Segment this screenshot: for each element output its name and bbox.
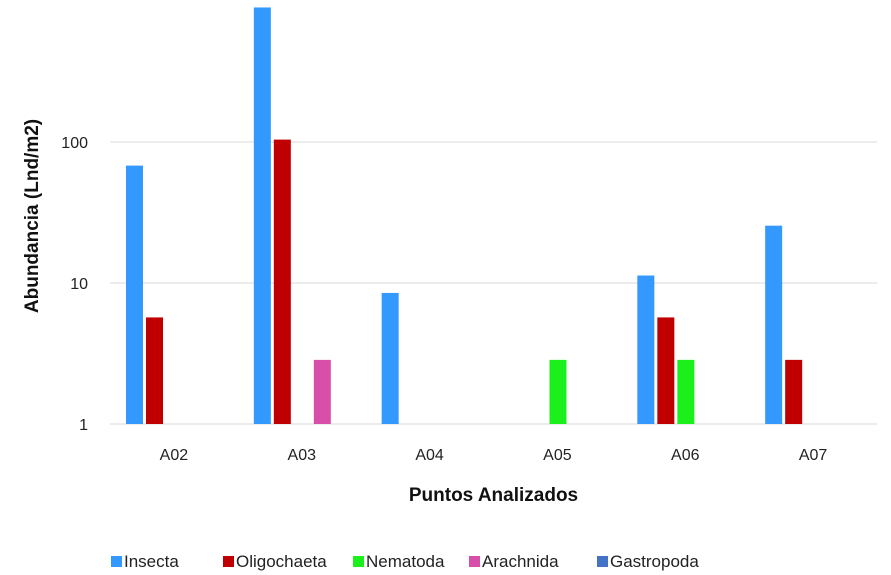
gridlines — [110, 141, 877, 425]
legend: Insecta Oligochaeta Nematoda Arachnida Gastr… — [111, 552, 699, 571]
bar-insecta-a04 — [381, 292, 399, 424]
bar-insecta-a07 — [765, 225, 783, 424]
legend-label-arachnida: Arachnida — [482, 552, 559, 571]
y-tick-label: 1 — [79, 417, 88, 434]
legend-label-insecta: Insecta — [124, 552, 179, 571]
legend-swatch-arachnida — [469, 556, 480, 567]
bar-nematoda-a05 — [549, 359, 567, 424]
bar-nematoda-a06 — [677, 359, 695, 424]
legend-label-oligochaeta: Oligochaeta — [236, 552, 327, 571]
bar-insecta-a02 — [126, 165, 143, 424]
legend-swatch-insecta — [111, 556, 122, 567]
legend-label-nematoda: Nematoda — [366, 552, 445, 571]
legend-swatch-gastropoda — [597, 556, 608, 567]
bars — [126, 7, 803, 424]
x-tick-label: A04 — [415, 447, 444, 464]
bar-oligochaeta-a02 — [146, 317, 163, 424]
x-tick-label: A03 — [288, 447, 317, 464]
x-tick-labels: A02 A03 A04 A05 A06 A07 — [160, 447, 828, 464]
y-tick-label: 10 — [70, 276, 88, 293]
legend-swatch-nematoda — [353, 556, 364, 567]
legend-swatch-oligochaeta — [223, 556, 234, 567]
bar-oligochaeta-a06 — [657, 317, 675, 424]
x-tick-label: A07 — [799, 447, 828, 464]
x-tick-label: A06 — [671, 447, 700, 464]
bar-arachnida-a03 — [313, 359, 331, 424]
y-tick-labels: 1 10 100 — [61, 135, 88, 434]
bar-oligochaeta-a07 — [785, 359, 803, 424]
bar-oligochaeta-a03 — [273, 139, 291, 424]
x-tick-label: A05 — [543, 447, 572, 464]
bar-insecta-a06 — [637, 275, 655, 424]
x-tick-label: A02 — [160, 447, 189, 464]
legend-label-gastropoda: Gastropoda — [610, 552, 699, 571]
y-axis-title: Abundancia (Lnd/m2) — [22, 119, 43, 313]
y-tick-label: 100 — [61, 135, 88, 152]
x-axis-title: Puntos Analizados — [409, 485, 578, 506]
bar-insecta-a03 — [253, 7, 271, 424]
